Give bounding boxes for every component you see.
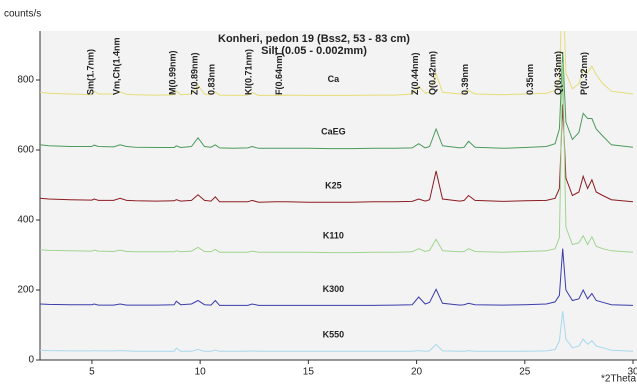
x-tick-label: 20 [411, 367, 423, 378]
peak-annotation: Q(0.42nm) [427, 51, 437, 95]
chart-title: Konheri, pedon 19 (Bss2, 53 - 83 cm) [218, 33, 410, 45]
series-label: K25 [325, 181, 342, 191]
peak-annotation: Sm(1.7nm) [85, 49, 95, 95]
x-tick-label: 10 [195, 367, 207, 378]
series-label: K110 [323, 231, 344, 241]
y-axis-label: counts/s [4, 9, 41, 20]
series-label: K300 [323, 284, 345, 294]
peak-annotation: P(0.32nm) [579, 52, 589, 95]
x-tick-label: 25 [519, 367, 531, 378]
peak-annotation: F(0.64nm) [274, 52, 284, 95]
series-line [40, 62, 634, 254]
series-line [40, 31, 634, 96]
y-tick-label: 200 [17, 285, 34, 296]
peak-annotation: Vm,Ch(1.4nm [111, 37, 121, 95]
series-label: Ca [328, 74, 340, 84]
y-tick-label: 800 [17, 75, 34, 86]
series-label: CaEG [321, 127, 346, 137]
y-tick-label: 600 [17, 145, 34, 156]
x-tick-label: 15 [303, 367, 315, 378]
chart-subtitle: Silt (0.05 - 0.002mm) [261, 45, 367, 57]
peak-annotation: Z(0.89nm) [189, 52, 199, 95]
series-line [40, 310, 634, 352]
plot [40, 31, 634, 352]
x-tick-label: 5 [89, 367, 95, 378]
peak-annotation: 0.35nm [525, 64, 535, 95]
peak-annotation: M(0.99nm) [168, 50, 178, 95]
y-tick-label: 0 [28, 355, 34, 366]
y-tick-label: 400 [17, 215, 34, 226]
x-axis-label: *2Theta [601, 374, 636, 385]
peak-annotation: Q(0.33nm) [553, 51, 563, 95]
x-tick-label: 30 [627, 367, 637, 378]
series-line [40, 51, 634, 150]
series-line [40, 248, 634, 306]
peak-annotation: 0.83nm [207, 64, 217, 95]
peak-annotation: Z(0.44nm) [410, 52, 420, 95]
peak-annotation: Kl(0.71nm) [243, 49, 253, 95]
peak-annotation: 0.39nm [460, 64, 470, 95]
series-label: K550 [323, 330, 345, 340]
